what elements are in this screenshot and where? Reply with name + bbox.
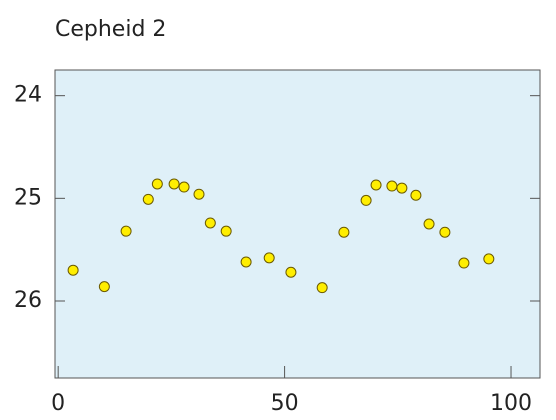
point — [316, 282, 328, 294]
point — [483, 253, 495, 265]
point — [386, 180, 398, 192]
point — [423, 218, 435, 230]
y-tick-label: 24 — [14, 83, 42, 108]
point — [240, 256, 252, 268]
point — [120, 225, 132, 237]
point — [178, 181, 190, 193]
point — [338, 226, 350, 238]
y-tick-label: 26 — [14, 288, 42, 313]
point — [458, 257, 470, 269]
point — [98, 281, 110, 293]
x-tick-label: 100 — [490, 391, 532, 416]
chart-title: Cepheid 2 — [55, 17, 166, 42]
point — [220, 225, 232, 237]
point — [285, 266, 297, 278]
point — [370, 179, 382, 191]
plot-area — [54, 69, 541, 379]
point — [360, 194, 372, 206]
point — [410, 189, 422, 201]
point — [193, 188, 205, 200]
x-tick-label: 0 — [51, 391, 65, 416]
point — [263, 252, 275, 264]
point — [151, 178, 163, 190]
point — [168, 178, 180, 190]
point — [204, 217, 216, 229]
x-tick-label: 50 — [271, 391, 299, 416]
point — [142, 193, 154, 205]
point — [396, 182, 408, 194]
point — [439, 226, 451, 238]
point — [67, 264, 79, 276]
y-tick-label: 25 — [14, 185, 42, 210]
